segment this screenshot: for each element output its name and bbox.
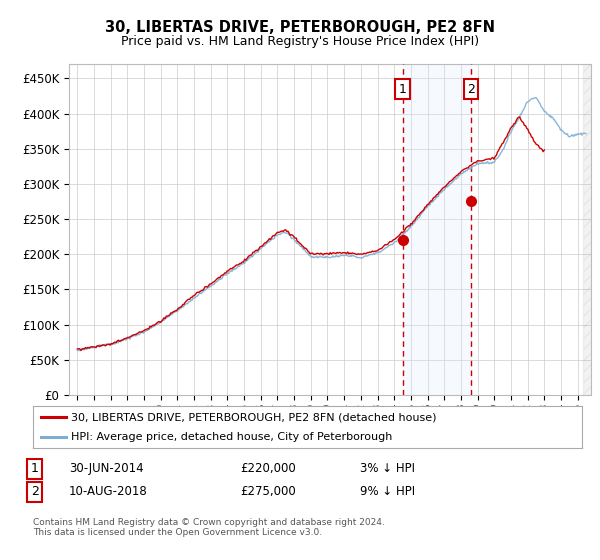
Text: 2: 2 — [31, 485, 39, 498]
Text: 2: 2 — [467, 82, 475, 96]
Text: 30, LIBERTAS DRIVE, PETERBOROUGH, PE2 8FN (detached house): 30, LIBERTAS DRIVE, PETERBOROUGH, PE2 8F… — [71, 412, 437, 422]
Text: £275,000: £275,000 — [240, 485, 296, 498]
Text: Contains HM Land Registry data © Crown copyright and database right 2024.
This d: Contains HM Land Registry data © Crown c… — [33, 518, 385, 538]
Text: 30, LIBERTAS DRIVE, PETERBOROUGH, PE2 8FN: 30, LIBERTAS DRIVE, PETERBOROUGH, PE2 8F… — [105, 20, 495, 35]
Text: 1: 1 — [31, 462, 39, 475]
Text: 3% ↓ HPI: 3% ↓ HPI — [360, 462, 415, 475]
Bar — [583, 64, 595, 395]
Text: HPI: Average price, detached house, City of Peterborough: HPI: Average price, detached house, City… — [71, 432, 393, 442]
Text: 10-AUG-2018: 10-AUG-2018 — [69, 485, 148, 498]
Text: 9% ↓ HPI: 9% ↓ HPI — [360, 485, 415, 498]
Text: Price paid vs. HM Land Registry's House Price Index (HPI): Price paid vs. HM Land Registry's House … — [121, 35, 479, 48]
Text: 1: 1 — [398, 82, 406, 96]
Text: £220,000: £220,000 — [240, 462, 296, 475]
Text: 30-JUN-2014: 30-JUN-2014 — [69, 462, 143, 475]
Bar — [403, 64, 471, 395]
